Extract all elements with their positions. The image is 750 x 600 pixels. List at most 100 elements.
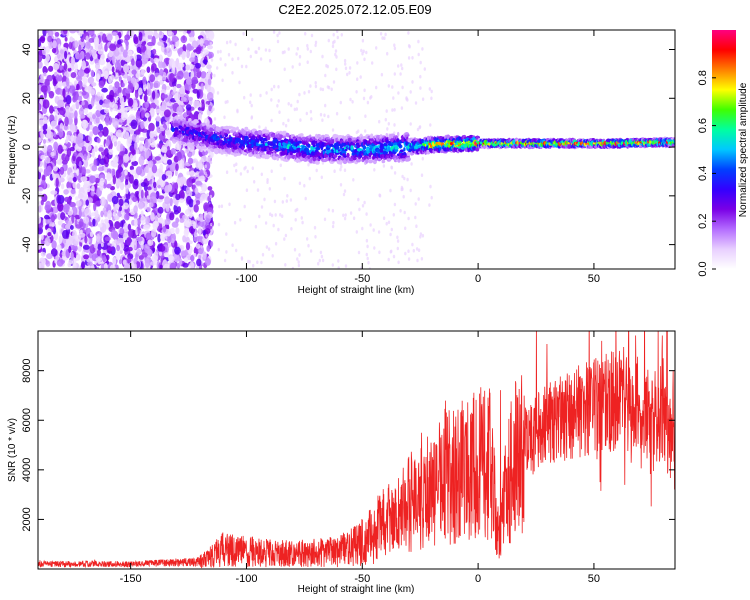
spectrogram-cell <box>210 222 213 227</box>
spectrogram-cell <box>149 196 157 204</box>
spectrogram-cell <box>420 173 424 177</box>
spectrogram-cell <box>144 166 149 174</box>
spectrogram-cell <box>270 118 273 123</box>
spectrogram-cell <box>76 54 83 60</box>
spectrogram-cell <box>348 71 351 75</box>
spectrogram-cell <box>91 96 95 107</box>
spectrogram-heatmap <box>38 30 675 269</box>
spectrogram-cell <box>98 80 105 89</box>
spectrogram-cell <box>176 262 181 269</box>
spectrogram-cell <box>149 130 155 139</box>
spectrogram-cell <box>75 200 82 207</box>
spectrogram-cell <box>172 85 177 93</box>
spectrogram-cell <box>109 89 115 100</box>
spectrogram-cell <box>393 123 396 127</box>
spectrogram-cell <box>140 182 147 187</box>
spectrogram-cell <box>204 39 209 47</box>
spectrogram-cell <box>81 166 86 175</box>
spectrogram-cell <box>334 49 338 53</box>
spectrogram-cell <box>131 69 137 75</box>
spectrogram-cell <box>399 72 402 76</box>
spectrogram-cell <box>49 105 54 114</box>
spectrogram-cell <box>321 258 325 263</box>
spectrogram-cell <box>362 96 366 101</box>
spectrogram-cell <box>310 33 314 38</box>
spectrogram-cell <box>260 205 264 209</box>
spectrogram-cell <box>233 220 237 225</box>
spectrogram-cell <box>95 200 102 207</box>
spectrogram-cell <box>419 74 422 79</box>
spectrogram-cell <box>197 145 202 150</box>
spectrogram-cell <box>161 94 168 99</box>
spectrogram-cell <box>426 135 430 141</box>
spectrogram-cell <box>55 74 60 82</box>
spectrogram-cell <box>208 30 215 41</box>
spectrogram-cell <box>178 87 186 98</box>
spectrogram-cell <box>394 146 399 150</box>
spectrogram-cell <box>85 52 91 60</box>
spectrogram-cell <box>309 84 312 88</box>
spectrogram-cell <box>182 132 186 136</box>
spectrogram-cell <box>57 69 64 73</box>
spectrogram-cell <box>118 259 123 265</box>
spectrogram-cell <box>137 224 141 235</box>
spectrogram-cell <box>245 188 249 192</box>
spectrogram-cell <box>94 177 100 184</box>
spectrogram-cell <box>327 114 330 119</box>
spectrogram-cell <box>81 100 85 106</box>
spectrogram-cell <box>421 233 425 238</box>
spectrogram-cell <box>112 117 120 128</box>
spectrogram-cell <box>197 112 203 122</box>
spectrogram-cell <box>194 187 199 195</box>
spectrogram-cell <box>195 120 199 124</box>
spectrogram-cell <box>187 157 194 165</box>
spectrogram-cell <box>88 30 95 36</box>
spectrogram-cell <box>126 236 131 246</box>
spectrogram-cell <box>194 62 201 69</box>
spectrogram-cell <box>192 221 197 229</box>
spectrogram-cell <box>372 228 375 232</box>
spectrogram-cell <box>80 261 86 269</box>
spectrogram-cell <box>156 115 161 122</box>
spectrogram-cell <box>127 50 133 57</box>
spectrogram-cell <box>209 150 214 159</box>
spectrogram-cell <box>378 193 381 197</box>
spectrogram-cell <box>143 243 150 252</box>
spectrogram-cell <box>335 67 338 72</box>
spectrogram-cell <box>250 103 253 108</box>
spectrogram-cell <box>123 222 129 233</box>
spectrogram-cell <box>144 112 150 118</box>
spectrogram-cell <box>287 118 290 123</box>
spectrogram-cell <box>179 218 185 223</box>
spectrogram-cell <box>132 180 139 190</box>
spectrogram-cell <box>41 46 47 56</box>
spectrogram-cell <box>38 53 43 63</box>
spectrogram-cell <box>131 160 139 167</box>
spectrogram-cell <box>297 263 301 268</box>
spectrogram-cell <box>160 146 168 153</box>
spectrogram-cell <box>393 108 396 112</box>
spectrogram-cell <box>130 119 138 130</box>
spectrogram-cell <box>98 123 104 131</box>
spectrogram-cell <box>397 91 400 95</box>
spectrogram-cell <box>365 158 369 164</box>
spectrogram-cell <box>38 38 42 48</box>
spectrogram-cell <box>205 214 211 224</box>
spectrogram-cell <box>170 44 175 50</box>
spectrogram-cell <box>83 154 87 161</box>
spectrogram-cell <box>298 181 302 186</box>
spectrogram-cell <box>151 164 158 174</box>
spectrogram-cell <box>93 36 100 47</box>
spectrogram-cell <box>75 136 82 145</box>
spectrogram-cell <box>332 158 338 162</box>
spectrogram-cell <box>128 30 135 37</box>
spectrogram-cell <box>47 35 53 43</box>
spectrogram-cell <box>407 216 410 221</box>
spectrogram-cell <box>74 40 78 48</box>
spectrogram-cell <box>146 66 151 73</box>
spectrogram-cell <box>205 234 208 238</box>
spectrogram-cell <box>125 184 129 195</box>
spectrogram-cell <box>143 94 148 103</box>
spectrogram-cell <box>40 85 48 93</box>
spectrogram-cell <box>158 245 166 252</box>
